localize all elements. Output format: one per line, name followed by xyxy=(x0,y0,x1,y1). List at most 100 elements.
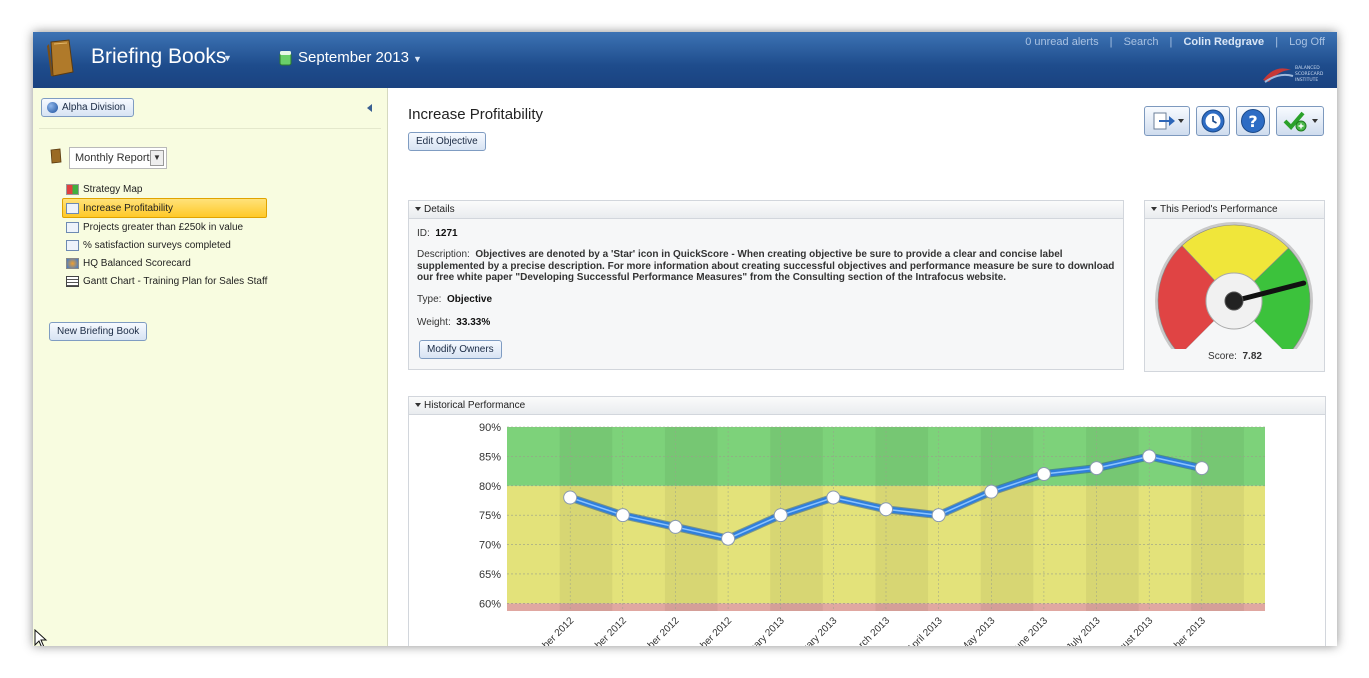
sidebar-item-gantt[interactable]: Gantt Chart - Training Plan for Sales St… xyxy=(66,272,267,290)
chart-column-stripe xyxy=(1086,427,1139,611)
history-header-label: Historical Performance xyxy=(424,400,526,411)
app-title-caret-icon[interactable]: ▼ xyxy=(223,53,232,63)
report-select-value: Monthly Report xyxy=(75,152,150,164)
x-tick-label: June 2013 xyxy=(1009,615,1050,646)
score-value: 7.82 xyxy=(1242,351,1262,362)
data-point xyxy=(826,490,841,505)
data-point xyxy=(668,519,683,534)
collapse-icon xyxy=(415,403,421,408)
data-point xyxy=(563,490,578,505)
details-panel: Details ID: 1271 Description: Objectives… xyxy=(408,200,1124,370)
data-point xyxy=(984,484,999,499)
performance-panel: This Period's Performance Score: 7.82 xyxy=(1144,200,1325,372)
sidebar-item-hq-scorecard[interactable]: HQ Balanced Scorecard xyxy=(66,254,267,272)
x-tick-label: January 2013 xyxy=(736,615,787,646)
objective-icon xyxy=(66,202,79,214)
data-point xyxy=(1194,461,1209,476)
x-tick-label: September 2012 xyxy=(516,615,576,646)
performance-gauge xyxy=(1155,222,1313,349)
list-icon xyxy=(66,239,79,251)
modify-owners-button[interactable]: Modify Owners xyxy=(419,340,502,359)
strategy-map-icon xyxy=(66,183,79,195)
balanced-scorecard-institute-logo: BALANCED SCORECARD INSTITUTE xyxy=(1263,65,1324,83)
y-tick-label: 80% xyxy=(479,481,501,493)
separator: | xyxy=(1275,36,1279,48)
data-point xyxy=(1142,449,1157,464)
score-row: Score: 7.82 xyxy=(1145,351,1325,362)
chart-column-stripe xyxy=(875,427,929,611)
chart-column-stripe xyxy=(559,427,613,611)
x-tick-label: September 2013 xyxy=(1148,615,1208,646)
performance-header-label: This Period's Performance xyxy=(1160,204,1278,215)
app-window: Briefing Books ▼ September 2013 ▼ 0 unre… xyxy=(33,32,1337,646)
new-briefing-book-button[interactable]: New Briefing Book xyxy=(49,322,148,341)
app-title[interactable]: Briefing Books xyxy=(91,45,227,68)
list-icon xyxy=(66,221,79,233)
history-icon xyxy=(1201,109,1225,133)
svg-text:BALANCED: BALANCED xyxy=(1295,65,1320,71)
sidebar-item-label: HQ Balanced Scorecard xyxy=(83,257,191,269)
data-point xyxy=(615,508,630,523)
separator: | xyxy=(1169,36,1173,48)
help-button[interactable]: ? xyxy=(1236,106,1270,136)
period-caret-icon[interactable]: ▼ xyxy=(413,54,422,64)
data-point xyxy=(1089,461,1104,476)
export-icon xyxy=(1153,112,1184,130)
sidebar-item-strategy-map[interactable]: Strategy Map xyxy=(66,180,267,198)
chevron-down-icon[interactable]: ▼ xyxy=(150,150,164,166)
type-value: Objective xyxy=(447,294,493,305)
export-button[interactable] xyxy=(1144,106,1190,136)
data-point xyxy=(1036,467,1051,482)
search-link[interactable]: Search xyxy=(1123,36,1159,48)
globe-icon xyxy=(47,102,58,113)
gantt-icon xyxy=(66,275,79,287)
scorecard-icon xyxy=(66,257,79,269)
main-content: Increase Profitability Edit Objective ? xyxy=(388,88,1337,646)
history-panel-header[interactable]: Historical Performance xyxy=(409,397,1325,415)
sidebar-item-label: Gantt Chart - Training Plan for Sales St… xyxy=(83,275,268,287)
x-tick-label: October 2012 xyxy=(578,615,629,646)
alerts-link[interactable]: 0 unread alerts xyxy=(1025,36,1099,48)
id-row: ID: 1271 xyxy=(417,228,458,239)
data-point xyxy=(721,531,736,546)
report-select[interactable]: Monthly Report ▼ xyxy=(69,147,167,169)
details-panel-header[interactable]: Details xyxy=(409,201,1123,219)
x-tick-label: August 2013 xyxy=(1108,615,1156,646)
division-button[interactable]: Alpha Division xyxy=(41,98,135,117)
approve-button[interactable] xyxy=(1276,106,1324,136)
sidebar-item-projects[interactable]: Projects greater than £250k in value xyxy=(66,218,267,236)
y-tick-label: 75% xyxy=(479,510,501,522)
sidebar-item-label: % satisfaction surveys completed xyxy=(83,239,231,251)
x-tick-label: March 2013 xyxy=(847,615,892,646)
briefing-tree: Strategy Map Increase Profitability Proj… xyxy=(62,180,268,290)
gauge-bottom-cutout xyxy=(1185,320,1282,349)
description-label: Description: xyxy=(417,249,470,260)
data-point xyxy=(931,508,946,523)
description-row: Description: Objectives are denoted by a… xyxy=(417,249,1117,284)
details-header-label: Details xyxy=(424,204,455,215)
history-button[interactable] xyxy=(1196,106,1230,136)
performance-panel-header[interactable]: This Period's Performance xyxy=(1145,201,1324,219)
data-point xyxy=(879,502,893,517)
briefing-book-icon xyxy=(47,39,74,77)
calendar-icon xyxy=(279,51,292,66)
historical-performance-chart: 90% 85% 80% 75% 70% 65% 60% September 2012 Octob… xyxy=(479,422,1265,646)
type-row: Type: Objective xyxy=(417,294,492,305)
period-selector[interactable]: September 2013 xyxy=(298,49,409,66)
approve-icon xyxy=(1283,111,1318,132)
sidebar-item-label: Projects greater than £250k in value xyxy=(83,221,244,233)
collapse-icon xyxy=(1151,207,1157,212)
x-tick-label: February 2013 xyxy=(786,615,840,646)
sidebar-item-surveys[interactable]: % satisfaction surveys completed xyxy=(66,236,267,254)
collapse-sidebar-icon[interactable] xyxy=(367,104,372,112)
top-header: Briefing Books ▼ September 2013 ▼ 0 unre… xyxy=(33,32,1337,88)
chart-column-stripe xyxy=(1191,427,1244,611)
y-tick-label: 90% xyxy=(479,422,501,434)
y-tick-label: 70% xyxy=(479,540,501,552)
user-name[interactable]: Colin Redgrave xyxy=(1183,36,1265,48)
description-text: Objectives are denoted by a 'Star' icon … xyxy=(417,249,1115,283)
type-label: Type: xyxy=(417,294,442,305)
sidebar-item-increase-profitability[interactable]: Increase Profitability xyxy=(62,198,268,218)
logoff-link[interactable]: Log Off xyxy=(1289,36,1325,48)
edit-objective-button[interactable]: Edit Objective xyxy=(408,132,486,151)
